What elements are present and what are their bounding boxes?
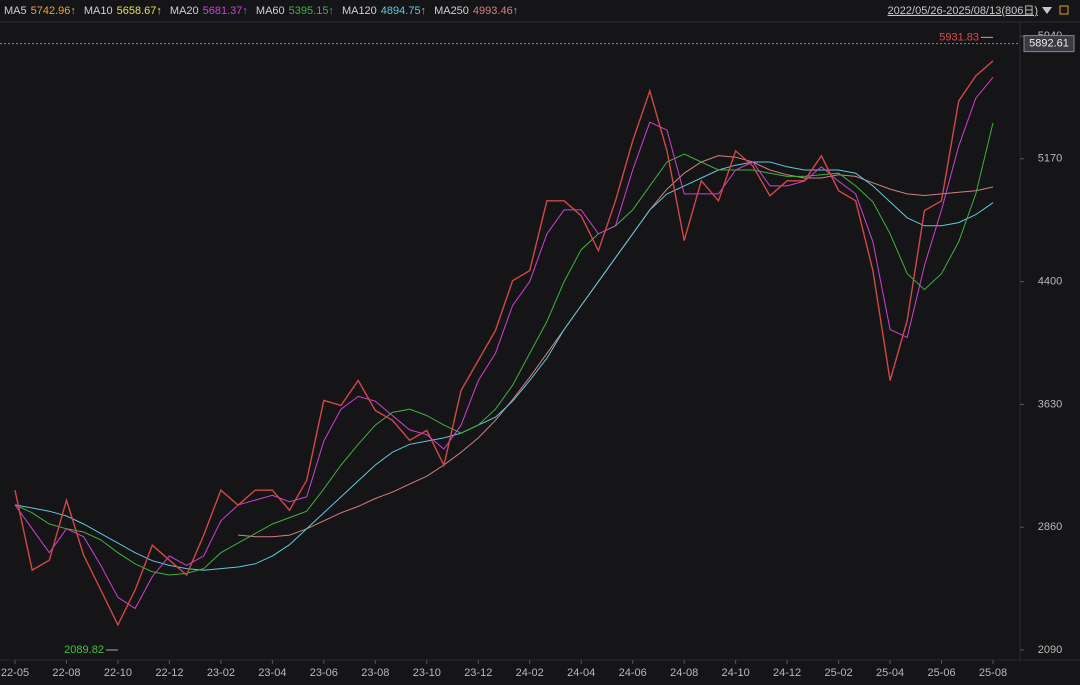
x-tick-label: 23-06 <box>310 667 338 679</box>
x-tick-label: 23-08 <box>361 667 389 679</box>
legend-name: MA120 <box>342 5 377 17</box>
x-tick-label: 24-08 <box>670 667 698 679</box>
x-tick-label: 23-10 <box>413 667 441 679</box>
lock-icon[interactable] <box>1059 5 1069 15</box>
x-tick-label: 22-05 <box>1 667 29 679</box>
x-tick-label: 23-02 <box>207 667 235 679</box>
dropdown-icon[interactable] <box>1042 7 1052 14</box>
legend-name: MA60 <box>256 5 285 17</box>
high-label: 5931.83 <box>939 31 979 43</box>
x-tick-label: 25-08 <box>979 667 1007 679</box>
y-tick-label: 5170 <box>1038 153 1062 165</box>
x-tick-label: 23-04 <box>258 667 286 679</box>
x-tick-label: 22-12 <box>155 667 183 679</box>
x-tick-label: 24-06 <box>619 667 647 679</box>
legend-name: MA5 <box>4 5 27 17</box>
x-tick-label: 23-12 <box>464 667 492 679</box>
legend-value: 5658.67↑ <box>117 5 162 17</box>
legend-value: 5742.96↑ <box>31 5 76 17</box>
x-tick-label: 24-04 <box>567 667 595 679</box>
x-tick-label: 25-02 <box>825 667 853 679</box>
legend-value: 5395.15↑ <box>289 5 334 17</box>
x-tick-label: 25-04 <box>876 667 904 679</box>
legend-value: 5681.37↑ <box>203 5 248 17</box>
y-tick-label: 2090 <box>1038 644 1062 656</box>
x-tick-label: 24-02 <box>516 667 544 679</box>
legend-value: 4894.75↑ <box>381 5 426 17</box>
y-tick-label: 2860 <box>1038 521 1062 533</box>
legend-name: MA250 <box>434 5 469 17</box>
x-tick-label: 25-06 <box>927 667 955 679</box>
y-tick-label: 4400 <box>1038 276 1062 288</box>
last-price-label: 5892.61 <box>1029 38 1069 50</box>
date-range[interactable]: 2022/05/26-2025/08/13(806日) <box>888 5 1038 17</box>
low-label: 2089.82 <box>64 644 104 656</box>
last-price-box <box>1023 35 1075 53</box>
x-tick-label: 22-10 <box>104 667 132 679</box>
x-tick-label: 22-08 <box>52 667 80 679</box>
x-tick-label: 24-10 <box>722 667 750 679</box>
price-line <box>14 60 994 627</box>
x-tick-label: 24-12 <box>773 667 801 679</box>
legend-name: MA10 <box>84 5 113 17</box>
legend-value: 4993.46↑ <box>473 5 518 17</box>
legend-name: MA20 <box>170 5 199 17</box>
y-tick-label: 3630 <box>1038 398 1062 410</box>
